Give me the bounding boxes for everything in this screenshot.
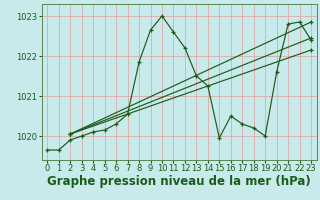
X-axis label: Graphe pression niveau de la mer (hPa): Graphe pression niveau de la mer (hPa) bbox=[47, 175, 311, 188]
